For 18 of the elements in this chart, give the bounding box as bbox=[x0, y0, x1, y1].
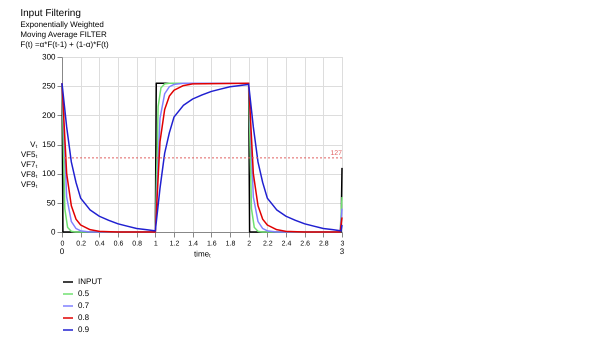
y-tick-label: 0 bbox=[51, 228, 56, 236]
y-tick-label: 300 bbox=[42, 52, 56, 62]
chart-subtitle: Exponentially Weighted Moving Average FILTER F(t) =α*F(t-1) + (1-α)*F(t) bbox=[20, 20, 110, 49]
legend-label: 0.7 bbox=[78, 301, 90, 310]
chart-title: Input Filtering bbox=[20, 8, 81, 19]
text: 0 bbox=[60, 247, 65, 256]
legend-label: 0.8 bbox=[78, 313, 90, 322]
y-tick-label: 50 bbox=[46, 198, 56, 208]
y-tick-label: 100 bbox=[42, 169, 56, 178]
y-tick-label: 250 bbox=[42, 82, 56, 91]
y-tick-label: 150 bbox=[42, 140, 56, 149]
x-axis-title: timeₜ bbox=[194, 250, 212, 258]
y-axis-title: Vₜ VF5ₜ VF7ₜ VF8ₜ VF9ₜ bbox=[20, 140, 38, 189]
text: 3 bbox=[340, 247, 345, 256]
legend-label: 0.9 bbox=[78, 325, 90, 334]
legend-label: INPUT bbox=[78, 277, 102, 286]
legend-label: 0.5 bbox=[78, 289, 90, 298]
y-tick-label: 200 bbox=[42, 110, 56, 120]
